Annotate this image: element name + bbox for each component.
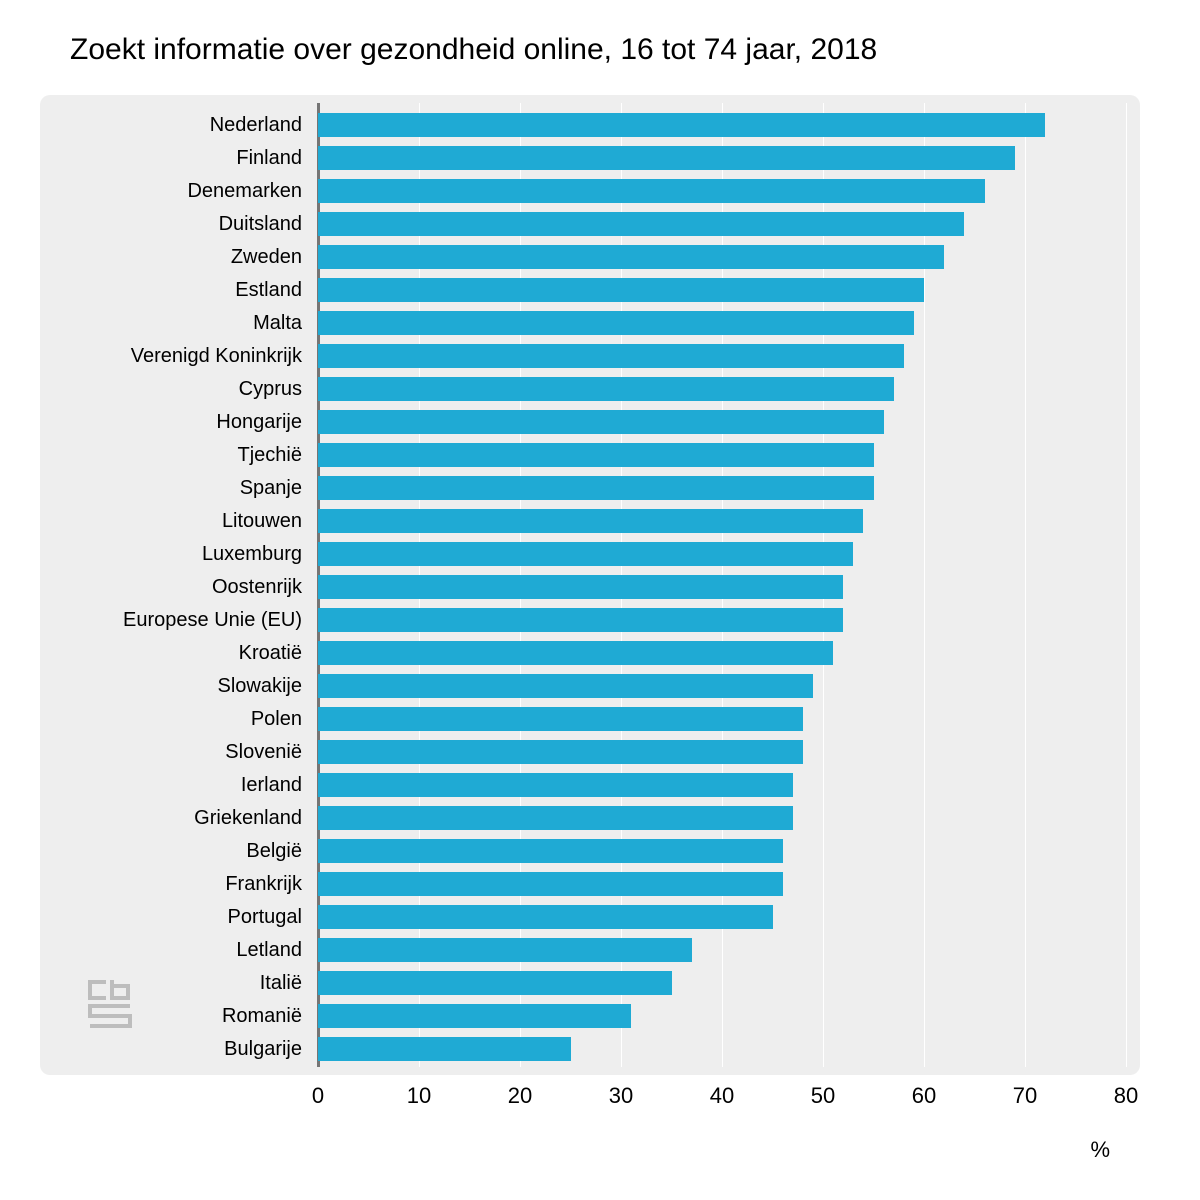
bar [318, 278, 924, 302]
y-axis-label: Verenigd Koninkrijk [131, 346, 302, 366]
y-axis-label: Ierland [241, 775, 302, 795]
bar [318, 608, 843, 632]
x-tick-label: 60 [894, 1083, 954, 1109]
chart-wrap: Nederland Finland Denemarken Duitsland Zwede… [40, 95, 1140, 1075]
x-tick-label: 40 [692, 1083, 752, 1109]
y-axis-label: Kroatië [239, 643, 302, 663]
y-axis-label: Griekenland [194, 808, 302, 828]
bar [318, 806, 793, 830]
y-axis-label: Nederland [210, 115, 302, 135]
bar [318, 311, 914, 335]
y-axis-label: Luxemburg [202, 544, 302, 564]
bar [318, 410, 884, 434]
gridline [1025, 103, 1026, 1067]
x-tick-label: 20 [490, 1083, 550, 1109]
bar [318, 443, 874, 467]
y-axis-label: Slowakije [218, 676, 302, 696]
x-axis-title: % [1090, 1137, 1110, 1163]
y-axis-label: Finland [236, 148, 302, 168]
y-axis-label: Hongarije [216, 412, 302, 432]
chart-title: Zoekt informatie over gezondheid online,… [70, 30, 970, 71]
bar [318, 476, 874, 500]
y-axis-label: België [246, 841, 302, 861]
y-axis-label: Bulgarije [224, 1039, 302, 1059]
x-tick-label: 10 [389, 1083, 449, 1109]
x-tick-label: 70 [995, 1083, 1055, 1109]
y-axis-label: Malta [253, 313, 302, 333]
y-axis-label: Cyprus [239, 379, 302, 399]
y-axis-label: Polen [251, 709, 302, 729]
bar [318, 1037, 571, 1061]
bar [318, 740, 803, 764]
bar [318, 212, 964, 236]
y-axis-label: Europese Unie (EU) [123, 610, 302, 630]
bar [318, 245, 944, 269]
y-axis-label: Duitsland [219, 214, 302, 234]
bar [318, 542, 853, 566]
y-axis-label: Slovenië [225, 742, 302, 762]
bar [318, 179, 985, 203]
bar [318, 971, 672, 995]
cbs-logo-icon [84, 976, 138, 1035]
y-axis-label: Letland [236, 940, 302, 960]
bar [318, 1004, 631, 1028]
y-axis-label: Denemarken [187, 181, 302, 201]
x-tick-label: 50 [793, 1083, 853, 1109]
y-axis-label: Estland [235, 280, 302, 300]
bar [318, 146, 1015, 170]
x-tick-label: 30 [591, 1083, 651, 1109]
bar [318, 773, 793, 797]
bar [318, 113, 1045, 137]
bar [318, 509, 863, 533]
bar [318, 377, 894, 401]
chart-container: Zoekt informatie over gezondheid online,… [0, 0, 1200, 1200]
bar [318, 872, 783, 896]
bar [318, 674, 813, 698]
y-axis-label: Litouwen [222, 511, 302, 531]
plot-area [318, 103, 1126, 1067]
gridline [1126, 103, 1127, 1067]
x-axis-ticks: 01020304050607080 [318, 1083, 1126, 1123]
x-tick-label: 80 [1096, 1083, 1156, 1109]
y-axis-label: Italië [260, 973, 302, 993]
bar [318, 575, 843, 599]
y-axis-label: Romanië [222, 1006, 302, 1026]
y-axis-label: Spanje [240, 478, 302, 498]
bar [318, 641, 833, 665]
bar [318, 344, 904, 368]
y-axis-label: Oostenrijk [212, 577, 302, 597]
y-axis-label: Zweden [231, 247, 302, 267]
y-axis-label: Portugal [228, 907, 303, 927]
bar [318, 938, 692, 962]
x-tick-label: 0 [288, 1083, 348, 1109]
bar [318, 905, 773, 929]
bar [318, 839, 783, 863]
y-axis-label: Frankrijk [225, 874, 302, 894]
bar [318, 707, 803, 731]
y-axis-label: Tjechië [238, 445, 302, 465]
